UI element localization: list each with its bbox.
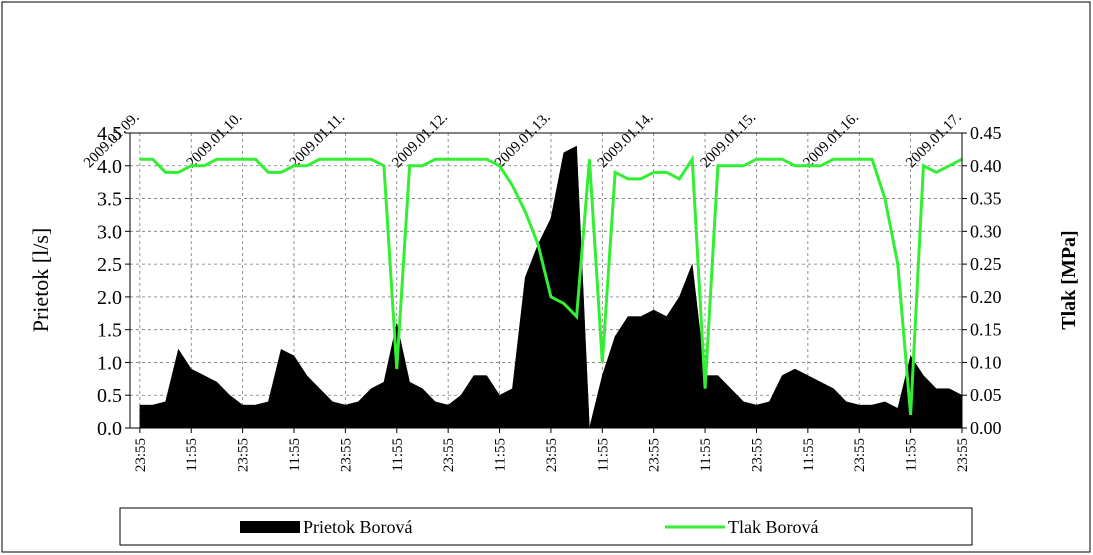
x-tick-label: 23:55	[441, 438, 457, 472]
x-tick-label: 11:55	[904, 438, 920, 472]
y2-tick-label: 0.10	[970, 352, 1002, 372]
legend-box	[119, 507, 973, 546]
y2-tick-label: 0.05	[970, 385, 1002, 405]
y2-tick-label: 0.40	[970, 156, 1002, 176]
x-tick-label: 23:55	[133, 438, 149, 472]
x-tick-label: 23:55	[955, 438, 971, 472]
x-tick-label: 11:55	[184, 438, 200, 472]
legend-swatch	[240, 521, 300, 533]
y-tick-label: 2.5	[97, 254, 122, 276]
legend-label: Tlak Borová	[728, 517, 818, 537]
x-tick-label: 23:55	[749, 438, 765, 472]
y2-tick-label: 0.35	[970, 189, 1002, 209]
pressure-line	[139, 154, 963, 416]
x-tick-label: 11:55	[493, 438, 509, 472]
y2-tick-label: 0.45	[970, 123, 1002, 143]
y-tick-label: 0.0	[97, 418, 122, 440]
x-tick-label: 23:55	[852, 438, 868, 472]
y-tick-label: 2.0	[97, 287, 122, 309]
x-tick-label: 11:55	[801, 438, 817, 472]
y2-tick-label: 0.00	[970, 418, 1002, 438]
y-tick-label: 4.0	[97, 156, 122, 178]
x-tick-label: 11:55	[698, 438, 714, 472]
x-tick-label: 23:55	[647, 438, 663, 472]
flow-area	[139, 145, 963, 429]
y-axis-label: Prietok [l/s]	[28, 228, 53, 333]
x-tick-label: 23:55	[544, 438, 560, 472]
legend-label: Prietok Borová	[303, 517, 413, 537]
y-tick-label: 0.5	[97, 385, 122, 407]
y-tick-label: 3.0	[97, 221, 122, 243]
plot-frame	[129, 132, 963, 429]
y-tick-label: 1.0	[97, 352, 122, 374]
x-tick-label: 23:55	[236, 438, 252, 472]
x-tick-label: 11:55	[595, 438, 611, 472]
x-tick-label: 11:55	[287, 438, 303, 472]
y-tick-label: 3.5	[97, 189, 122, 211]
y2-tick-label: 0.20	[970, 287, 1002, 307]
y2-tick-label: 0.30	[970, 221, 1002, 241]
y-tick-label: 1.5	[97, 320, 122, 342]
y2-tick-label: 0.15	[970, 320, 1002, 340]
y-tick-label: 4.5	[97, 123, 122, 145]
y2-tick-label: 0.25	[970, 254, 1002, 274]
x-tick-label: 23:55	[338, 438, 354, 472]
y2-axis-label: Tlak [MPa]	[1058, 230, 1080, 329]
x-tick-label: 11:55	[390, 438, 406, 472]
